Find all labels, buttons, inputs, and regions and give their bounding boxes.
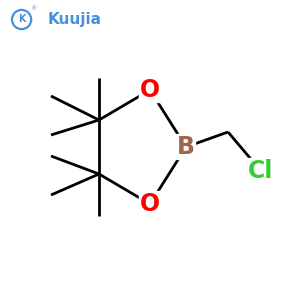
- Text: Kuujia: Kuujia: [48, 12, 102, 27]
- Text: B: B: [177, 135, 195, 159]
- Text: O: O: [140, 192, 160, 216]
- Text: Cl: Cl: [248, 159, 274, 183]
- Text: ®: ®: [31, 6, 37, 11]
- Text: O: O: [140, 78, 160, 102]
- Text: K: K: [18, 14, 25, 25]
